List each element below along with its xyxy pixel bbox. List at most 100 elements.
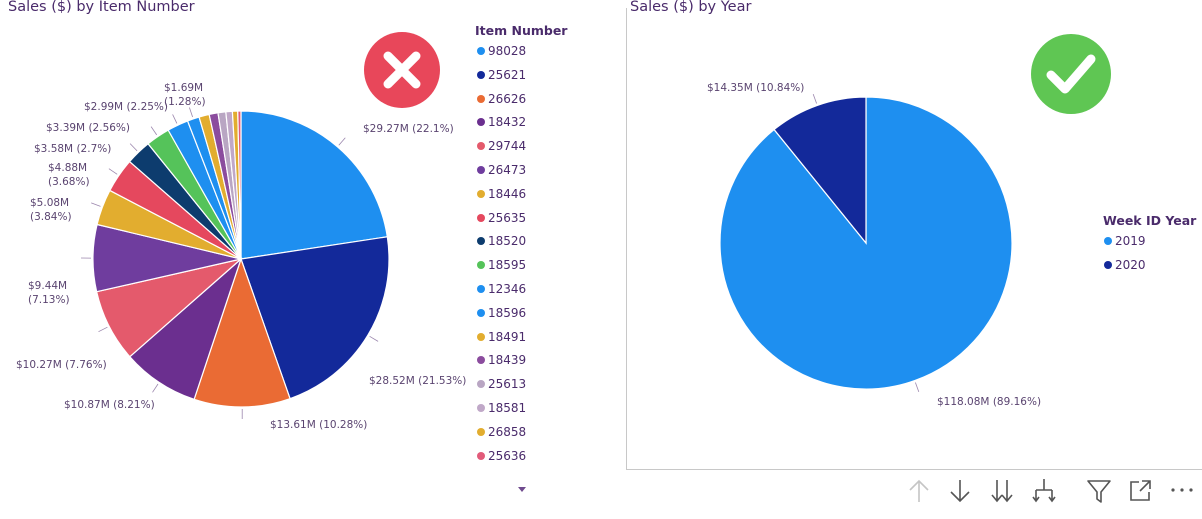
leader-line	[915, 382, 920, 393]
legend-marker	[477, 261, 485, 270]
data-label: $5.08M (3.84%)	[30, 197, 72, 223]
chart-title: Sales ($) by Item Number	[8, 0, 195, 15]
legend-label: 12346	[488, 282, 527, 296]
leader-line	[150, 126, 158, 136]
data-label: $14.35M (10.84%)	[707, 82, 804, 94]
legend-marker	[477, 427, 485, 436]
legend-item[interactable]: 18596	[477, 306, 526, 320]
legend-marker	[477, 380, 485, 389]
legend-marker	[1104, 261, 1112, 269]
legend-item[interactable]: 2019	[1104, 234, 1146, 248]
data-label: $3.39M (2.56%)	[46, 122, 130, 134]
leader-line	[91, 202, 101, 207]
data-label: $3.58M (2.7%)	[34, 143, 111, 155]
pie-slice-98028[interactable]	[240, 110, 389, 260]
legend-marker	[477, 237, 485, 246]
legend-item[interactable]: 26473	[477, 163, 526, 177]
double-arrow-down-icon[interactable]	[988, 476, 1016, 506]
legend-label: 26473	[488, 163, 527, 177]
legend-item[interactable]: 25621	[477, 68, 526, 82]
legend-item[interactable]: 18432	[477, 115, 526, 129]
legend-label: 26626	[488, 91, 527, 106]
data-label: $118.08M (89.16%)	[937, 396, 1041, 408]
legend-item[interactable]: 18491	[477, 330, 526, 344]
legend-item[interactable]: 26626	[477, 92, 526, 106]
leader-line	[189, 107, 193, 118]
expand-hierarchy-icon[interactable]	[1030, 476, 1058, 506]
data-label: $10.87M (8.21%)	[64, 399, 155, 411]
more-options-icon[interactable]	[1168, 476, 1196, 506]
legend-marker	[477, 356, 485, 365]
legend-item[interactable]: 18520	[477, 234, 526, 248]
legend-item[interactable]: 18581	[477, 401, 526, 415]
legend-marker	[477, 404, 485, 412]
pie-slice-25621[interactable]	[240, 236, 390, 400]
check-icon	[1031, 34, 1111, 114]
year-pie-chart[interactable]: $118.08M (89.16%) $14.35M (10.84%)	[600, 40, 1200, 510]
legend-marker	[477, 332, 485, 341]
legend-item[interactable]: 18446	[477, 187, 526, 201]
legend-marker	[477, 285, 485, 293]
arrow-up-icon[interactable]	[905, 476, 933, 506]
legend-marker	[477, 213, 485, 222]
legend-item[interactable]: 26858	[477, 425, 526, 439]
arrow-down-icon[interactable]	[946, 476, 974, 506]
year-visual-frame	[626, 8, 1202, 470]
legend-label: 2019	[1115, 234, 1146, 248]
legend-label: 18596	[488, 305, 527, 320]
legend-marker	[477, 142, 485, 151]
legend-item[interactable]: 18595	[477, 258, 526, 272]
legend-label: 25613	[488, 377, 527, 392]
legend-label: 18439	[488, 353, 527, 368]
data-label: $28.52M (21.53%)	[369, 375, 466, 387]
data-label: $2.99M (2.25%)	[84, 101, 168, 113]
legend-item[interactable]: 18439	[477, 353, 526, 367]
legend-marker	[477, 47, 485, 55]
legend-item[interactable]: 98028	[477, 44, 526, 58]
legend-label: 18432	[488, 115, 527, 130]
legend-item[interactable]: 25635	[477, 211, 526, 225]
legend-label: 18595	[488, 258, 527, 273]
legend-marker	[477, 70, 485, 79]
legend-label: 29744	[488, 139, 527, 154]
leader-line	[108, 168, 118, 175]
filter-icon[interactable]	[1085, 476, 1113, 506]
legend-label: 25636	[488, 448, 527, 463]
focus-mode-icon[interactable]	[1127, 476, 1155, 506]
legend-label: 18491	[488, 329, 527, 344]
legend-label: 25621	[488, 67, 527, 82]
legend-item[interactable]: 29744	[477, 139, 526, 153]
triangle-down-icon[interactable]	[518, 487, 526, 492]
chart-title: Sales ($) by Year	[630, 0, 752, 15]
legend-label: 2020	[1115, 258, 1146, 272]
leader-line	[129, 143, 138, 152]
data-label: $4.88M (3.68%)	[48, 162, 90, 188]
legend-marker	[477, 189, 485, 198]
legend-item[interactable]: 2020	[1104, 258, 1146, 272]
legend-marker	[477, 308, 485, 317]
legend-label: 18520	[488, 234, 527, 249]
legend-title: Week ID Year	[1103, 213, 1197, 228]
data-label: $13.61M (10.28%)	[270, 419, 367, 431]
pie-slice-2020[interactable]	[773, 96, 867, 245]
leader-line	[369, 335, 379, 342]
legend-label: 25635	[488, 210, 527, 225]
data-label: $29.27M (22.1%)	[363, 123, 454, 135]
pie-slice-25636[interactable]	[237, 110, 242, 260]
leader-line	[98, 326, 108, 333]
legend-item[interactable]: 25636	[477, 449, 526, 463]
error-x-icon	[364, 32, 440, 108]
data-label: $10.27M (7.76%)	[16, 359, 107, 371]
pie-slice-26626[interactable]	[193, 257, 291, 408]
legend-marker	[477, 94, 485, 103]
legend-label: 98028	[488, 44, 527, 58]
item-number-pie-chart[interactable]: $29.27M (22.1%) $28.52M (21.53%) $13.61M (…	[0, 40, 470, 510]
legend-item[interactable]: 12346	[477, 282, 526, 296]
legend-marker	[477, 451, 485, 460]
leader-line	[152, 383, 159, 393]
legend-item[interactable]: 25613	[477, 377, 526, 391]
legend-title: Item Number	[475, 23, 568, 38]
legend-label: 18581	[488, 401, 527, 415]
legend-marker	[477, 166, 485, 174]
legend-label: 26858	[488, 424, 527, 439]
